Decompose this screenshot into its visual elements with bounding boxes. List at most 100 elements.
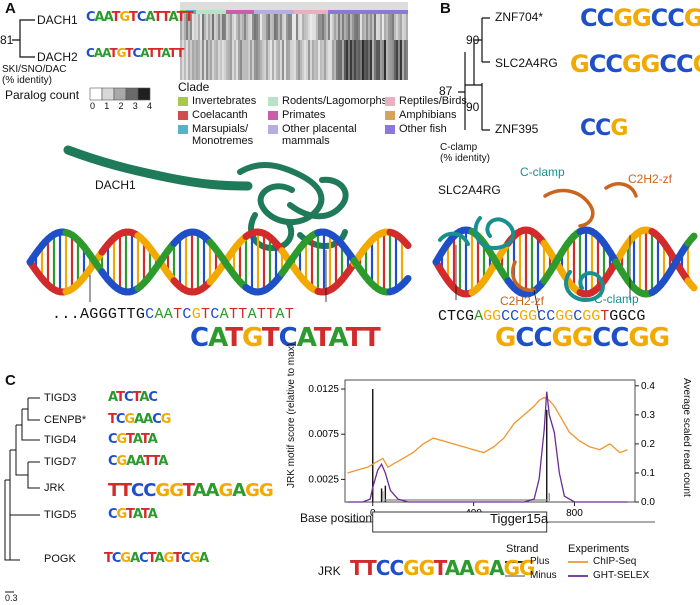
panel-c-motif-logo: ATCTAC [108,390,158,405]
sequence-base: A [154,306,164,323]
logo-letter: A [126,454,136,469]
dach2-logo-letters-base: T [125,46,133,60]
panel-a-logo-letters-base: C [278,323,298,353]
dach2-logo-letters: CAATGTCATTATT [86,46,184,60]
heatmap-cell [250,14,252,40]
y-right-tick-label: 0.4 [641,381,655,392]
slc2a4rg-logo-letters-base: G [640,50,661,78]
dach1-logo-letters-base: C [136,10,146,25]
logo-letter: T [108,480,121,501]
panel-b-letter: B [440,0,451,17]
sequence-base: A [219,306,229,323]
logo-letter: A [199,551,209,566]
logo-letter: A [132,507,142,522]
heatmap-cell [264,14,266,40]
legend-jrk-logo-letters-base: A [444,556,461,580]
heatmap-cell [192,14,194,40]
slc2a4rg-protein-structure [438,182,638,303]
strand-minus: Minus [530,570,557,581]
heatmap-cell [328,14,330,40]
heatmap-cell [182,14,184,40]
logo-letter: C [115,412,125,427]
heatmap-cell [264,40,266,80]
heatmap-cell [352,14,354,40]
clade-item: Amphibians [385,109,456,121]
dach1-motif-logo: CAATGTCATTATT [86,10,194,25]
heatmap-cell [186,14,188,40]
slc2a4rg-logo-letters-base: G [693,50,700,78]
heatmap-cell [244,14,246,40]
slc2a4rg-logo-letters-base: G [570,50,590,78]
clade-name-cont: Monotremes [192,135,254,147]
panel-b-logo-letters-base: G [648,323,670,353]
logo-letter: T [147,551,156,566]
panel-c-legend-swatches [505,561,588,577]
dach2-logo-letters-base: T [155,46,162,60]
heatmap-cell [294,14,296,40]
experiments-title: Experiments [568,543,630,555]
heatmap-cell [252,14,254,40]
logo-letter: T [126,507,134,522]
clade-swatch [385,110,395,120]
panel-b-tree [458,17,490,131]
heatmap-cell [322,40,324,80]
logo-letter: T [126,432,134,447]
heatmap-cell [388,14,390,40]
sequence-base: C [573,308,583,325]
heatmap-cell [398,14,400,40]
znf704-logo: CCGGCCGG [580,4,700,32]
clade-bar-segment [294,10,328,14]
heatmap-cell [360,40,362,80]
znf704-logo-letters-base: C [580,4,598,32]
panel-c-gene: TIGD3 [44,392,77,404]
panel-a-logo-letters-base: A [296,323,315,353]
dach1-logo-letters-base: T [111,10,121,25]
heatmap-cell [194,40,196,80]
panel-a-bottom-logo: CATGTCATATT [190,323,381,353]
clade-item: Invertebrates [178,95,256,107]
cclamp-node-1: 90 [466,33,480,47]
sequence-base: G [519,308,529,325]
slc2a4rg-structure-label: SLC2A4RG [438,183,501,197]
heatmap-cell [258,40,260,80]
heatmap-cell [224,14,226,40]
heatmap-cell [220,40,222,80]
heatmap-cell [238,14,240,40]
heatmap-cell [348,14,350,40]
logo-letter: G [116,432,128,447]
heatmap-cell [346,14,348,40]
clade-name: Rodents/Lagomorphs [282,95,388,107]
legend-jrk-logo-letters-base: C [389,556,404,580]
dach1-structure-label: DACH1 [95,178,136,192]
heatmap-cell [384,14,386,40]
heatmap-cell [314,40,316,80]
heatmap-cell [234,40,236,80]
panel-c-letter: C [5,372,16,389]
series-chipseq [347,396,628,474]
panel-a-logo-letters-base: T [225,323,243,353]
znf395-logo-letters: CCG [580,116,628,141]
heatmap-cell [260,40,262,80]
znf704-logo-letters-base: C [650,4,669,32]
logo-letter: C [152,412,161,427]
sequence-base: C [438,308,448,325]
sequence-base: C [501,308,511,325]
heatmap-cell [386,40,388,80]
heatmap-cell [286,40,288,80]
dach2-logo-letters-base: A [102,46,110,60]
dach-tree-node-value: 81 [0,33,14,47]
heatmap-cell [320,40,322,80]
clade-name-cont: mammals [282,135,330,147]
heatmap-cell [250,40,252,80]
cclamp-node-2: 90 [466,100,480,114]
sequence-base: C [510,308,520,325]
heatmap-cell [302,14,304,40]
y-left-tick-label: 0.0125 [308,384,339,395]
heatmap-cell [262,40,264,80]
sequence-base: G [591,308,601,325]
heatmap-cell [180,14,182,40]
heatmap-cell [374,40,376,80]
logo-letter: G [258,480,274,501]
dach1-logo-letters-base: T [184,10,194,25]
heatmap-cell [236,40,238,80]
